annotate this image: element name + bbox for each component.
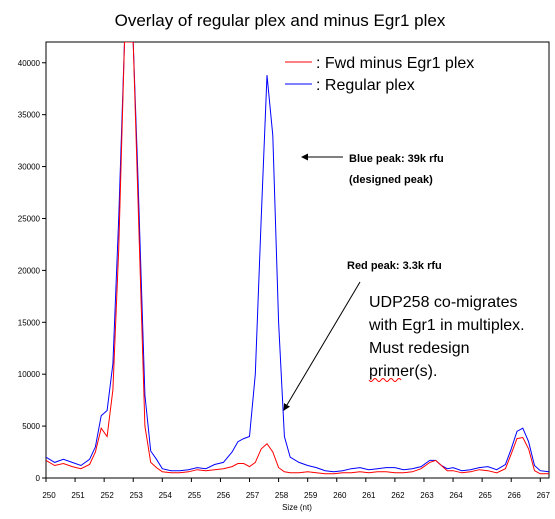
x-tick-label: 250 xyxy=(42,491,56,500)
x-axis-label: Size (nt) xyxy=(282,503,312,512)
x-tick-label: 257 xyxy=(246,491,260,500)
x-tick-label: 253 xyxy=(130,491,144,500)
y-tick-label: 0 xyxy=(36,474,41,483)
y-tick-label: 40000 xyxy=(18,59,41,68)
series-line-regular-plex xyxy=(46,42,549,473)
x-tick-label: 265 xyxy=(478,491,492,500)
y-tick-label: 30000 xyxy=(18,163,41,172)
x-tick-label: 254 xyxy=(159,491,173,500)
y-tick-label: 5000 xyxy=(22,422,40,431)
x-tick-label: 251 xyxy=(71,491,85,500)
chart-title: Overlay of regular plex and minus Egr1 p… xyxy=(115,11,446,30)
legend-label-fwd-minus: : Fwd minus Egr1 plex xyxy=(316,55,474,72)
x-tick-label: 256 xyxy=(217,491,231,500)
y-tick-label: 10000 xyxy=(18,370,41,379)
spellcheck-underline xyxy=(368,378,402,382)
blue-peak-label: Blue peak: 39k rfu xyxy=(349,153,444,165)
x-tick-label: 259 xyxy=(304,491,318,500)
series-line-fwd-minus-egr1-plex xyxy=(46,42,549,475)
y-tick-label: 25000 xyxy=(18,214,41,223)
legend: : Fwd minus Egr1 plex : Regular plex xyxy=(285,55,474,94)
note-line-1: UDP258 co-migrates xyxy=(369,294,518,311)
x-tick-label: 262 xyxy=(391,491,405,500)
red-peak-label: Red peak: 3.3k rfu xyxy=(347,260,442,272)
note-line-4: primer(s). xyxy=(369,363,437,380)
y-tick-label: 20000 xyxy=(18,266,41,275)
y-tick-label: 15000 xyxy=(18,318,41,327)
annotations: Blue peak: 39k rfu (designed peak) Red p… xyxy=(283,153,525,411)
blue-peak-sublabel: (designed peak) xyxy=(349,174,433,186)
x-tick-label: 264 xyxy=(449,491,463,500)
y-tick-label: 35000 xyxy=(18,111,41,120)
x-tick-label: 258 xyxy=(275,491,289,500)
x-tick-label: 255 xyxy=(188,491,202,500)
series-layer xyxy=(46,42,549,475)
note-line-2: with Egr1 in multiplex. xyxy=(368,317,525,334)
x-tick-label: 263 xyxy=(420,491,434,500)
x-tick-label: 261 xyxy=(362,491,376,500)
note-line-3: Must redesign xyxy=(369,340,470,357)
legend-label-regular: : Regular plex xyxy=(316,77,415,94)
x-tick-label: 252 xyxy=(100,491,114,500)
axes: 0 5000 10000 15000 20000 25000 30000 35000 40000… xyxy=(18,41,551,500)
x-tick-label: 267 xyxy=(537,491,551,500)
x-tick-label: 260 xyxy=(333,491,347,500)
plot-frame xyxy=(45,41,550,479)
x-tick-label: 266 xyxy=(508,491,522,500)
red-peak-arrow xyxy=(283,281,361,411)
